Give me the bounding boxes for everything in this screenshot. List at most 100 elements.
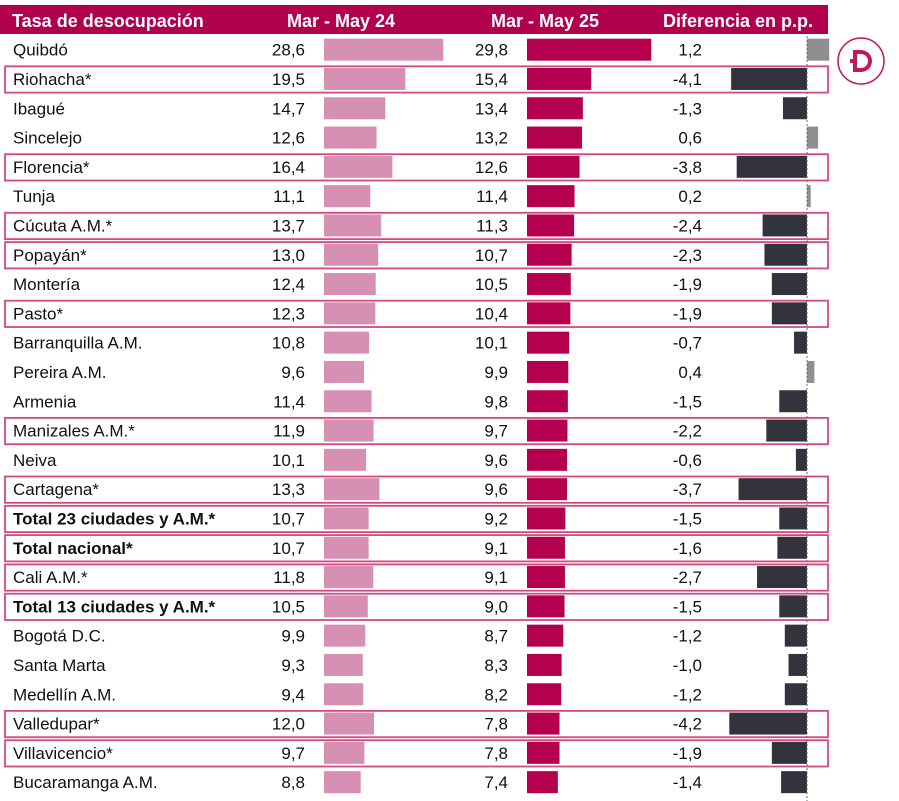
row-highlight bbox=[4, 299, 829, 328]
bar-difference bbox=[779, 507, 807, 530]
value-label-2025: 10,5 bbox=[475, 275, 508, 294]
header-period-2: Mar - May 25 bbox=[491, 11, 599, 31]
bar-2024 bbox=[324, 273, 376, 296]
diff-label: -1,5 bbox=[673, 509, 702, 528]
city-label: Valledupar* bbox=[13, 715, 100, 734]
diff-label: 0,2 bbox=[678, 187, 702, 206]
diff-label: -1,9 bbox=[673, 744, 702, 763]
value-label-2024: 8,8 bbox=[281, 773, 305, 792]
bar-difference bbox=[784, 683, 807, 706]
city-label: Pasto* bbox=[13, 304, 63, 323]
bar-2025 bbox=[527, 97, 583, 120]
bar-difference bbox=[794, 331, 807, 354]
diff-label: 1,2 bbox=[678, 41, 702, 60]
header-difference: Diferencia en p.p. bbox=[663, 11, 813, 31]
value-label-2025: 8,2 bbox=[484, 685, 508, 704]
bar-difference bbox=[807, 185, 811, 208]
value-label-2024: 9,3 bbox=[281, 656, 305, 675]
value-label-2025: 15,4 bbox=[475, 70, 508, 89]
row-highlight bbox=[4, 504, 829, 533]
bar-2025 bbox=[527, 126, 583, 149]
bar-2024 bbox=[324, 683, 364, 706]
bar-2024 bbox=[324, 302, 376, 325]
bar-2024 bbox=[324, 214, 382, 237]
row-highlight bbox=[4, 211, 829, 241]
diff-label: -0,7 bbox=[673, 334, 702, 353]
city-label: Cúcuta A.M.* bbox=[13, 216, 113, 235]
city-label: Popayán* bbox=[13, 246, 87, 265]
bar-2024 bbox=[324, 771, 361, 794]
bar-2024 bbox=[324, 595, 368, 618]
value-label-2024: 11,9 bbox=[273, 422, 305, 441]
bar-difference bbox=[779, 390, 807, 413]
value-label-2024: 10,7 bbox=[272, 539, 305, 558]
value-label-2025: 9,7 bbox=[484, 422, 508, 441]
bar-2024 bbox=[324, 185, 371, 208]
bar-2025 bbox=[527, 536, 565, 559]
bar-2025 bbox=[527, 741, 560, 764]
bar-2024 bbox=[324, 360, 365, 383]
bar-2025 bbox=[527, 273, 571, 296]
value-label-2024: 19,5 bbox=[272, 70, 305, 89]
value-label-2024: 13,7 bbox=[272, 216, 305, 235]
bar-2024 bbox=[324, 712, 375, 735]
bar-difference bbox=[731, 67, 807, 90]
value-label-2025: 11,3 bbox=[476, 216, 508, 235]
city-label: Villavicencio* bbox=[13, 744, 113, 763]
bar-difference bbox=[807, 360, 815, 383]
bar-difference bbox=[771, 273, 807, 296]
bar-difference bbox=[771, 302, 807, 325]
bar-difference bbox=[807, 38, 830, 61]
value-label-2025: 13,2 bbox=[475, 129, 508, 148]
value-label-2024: 10,1 bbox=[272, 451, 305, 470]
diff-label: -2,4 bbox=[673, 216, 702, 235]
value-label-2024: 9,6 bbox=[281, 363, 305, 382]
bar-difference bbox=[795, 448, 807, 471]
bar-2025 bbox=[527, 712, 560, 735]
city-label: Armenia bbox=[13, 392, 77, 411]
city-label: Neiva bbox=[13, 451, 57, 470]
bar-2024 bbox=[324, 536, 369, 559]
bar-2024 bbox=[324, 155, 393, 178]
value-label-2024: 9,7 bbox=[281, 744, 305, 763]
bar-difference bbox=[782, 97, 807, 120]
value-label-2024: 16,4 bbox=[272, 158, 305, 177]
bar-difference bbox=[736, 155, 807, 178]
value-label-2025: 10,4 bbox=[475, 304, 508, 323]
bar-2024 bbox=[324, 478, 380, 501]
value-label-2025: 9,0 bbox=[484, 597, 508, 616]
header-band bbox=[0, 5, 828, 34]
city-label: Cartagena* bbox=[13, 480, 99, 499]
bar-2025 bbox=[527, 38, 652, 61]
city-label: Total 13 ciudades y A.M.* bbox=[13, 597, 216, 616]
row-highlight bbox=[4, 153, 829, 182]
diff-label: -1,5 bbox=[673, 392, 702, 411]
bar-2025 bbox=[527, 243, 572, 266]
bar-2025 bbox=[527, 478, 568, 501]
city-label: Pereira A.M. bbox=[13, 363, 107, 382]
bar-2024 bbox=[324, 38, 444, 61]
value-label-2024: 9,4 bbox=[281, 685, 305, 704]
city-label: Ibagué bbox=[13, 99, 65, 118]
city-label: Total nacional* bbox=[13, 539, 133, 558]
bar-2024 bbox=[324, 126, 377, 149]
value-label-2025: 9,2 bbox=[484, 509, 508, 528]
city-label: Santa Marta bbox=[13, 656, 106, 675]
bar-difference bbox=[757, 566, 807, 589]
city-label: Cali A.M.* bbox=[13, 568, 88, 587]
bar-2025 bbox=[527, 566, 565, 589]
diff-label: -2,2 bbox=[673, 422, 702, 441]
value-label-2024: 12,6 bbox=[272, 129, 305, 148]
city-label: Tunja bbox=[13, 187, 55, 206]
value-label-2024: 11,4 bbox=[273, 392, 305, 411]
value-label-2024: 10,7 bbox=[272, 509, 305, 528]
value-label-2025: 7,8 bbox=[484, 715, 508, 734]
city-label: Sincelejo bbox=[13, 129, 82, 148]
bar-difference bbox=[766, 419, 807, 442]
bar-2025 bbox=[527, 595, 565, 618]
city-label: Montería bbox=[13, 275, 81, 294]
diff-label: -1,2 bbox=[673, 627, 702, 646]
header-period-1: Mar - May 24 bbox=[287, 11, 395, 31]
bar-2025 bbox=[527, 507, 566, 530]
